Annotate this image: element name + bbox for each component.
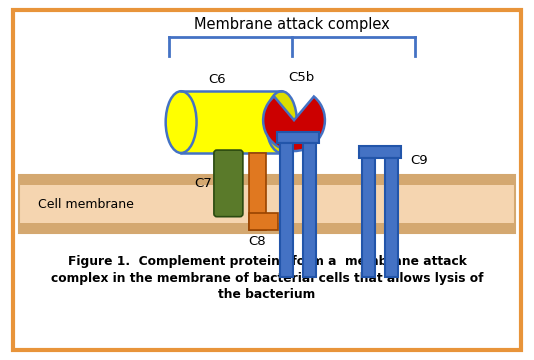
Ellipse shape — [166, 91, 197, 153]
Text: the bacterium: the bacterium — [218, 288, 316, 301]
Ellipse shape — [266, 91, 297, 153]
Text: C9: C9 — [410, 154, 427, 167]
Text: C8: C8 — [248, 235, 266, 248]
Wedge shape — [263, 96, 325, 151]
Text: Cell membrane: Cell membrane — [38, 198, 134, 211]
Text: C5b: C5b — [288, 71, 315, 85]
Text: complex in the membrane of bacterial cells that allows lysis of: complex in the membrane of bacterial cel… — [51, 272, 483, 285]
Bar — [384, 158, 398, 276]
Text: C6: C6 — [208, 73, 226, 86]
Text: Membrane attack complex: Membrane attack complex — [194, 17, 389, 32]
Text: C7: C7 — [194, 177, 212, 190]
Bar — [19, 175, 515, 185]
FancyBboxPatch shape — [214, 150, 243, 217]
Bar — [19, 224, 515, 233]
Text: Figure 1.  Complement proteins form a  membrane attack: Figure 1. Complement proteins form a mem… — [68, 255, 466, 268]
Bar — [279, 143, 293, 276]
Bar — [362, 158, 375, 276]
Bar — [359, 146, 401, 158]
Bar — [249, 213, 278, 230]
Bar — [249, 153, 266, 230]
Bar — [303, 143, 316, 276]
Bar — [181, 91, 281, 153]
Bar — [277, 132, 319, 143]
Bar — [19, 175, 515, 233]
